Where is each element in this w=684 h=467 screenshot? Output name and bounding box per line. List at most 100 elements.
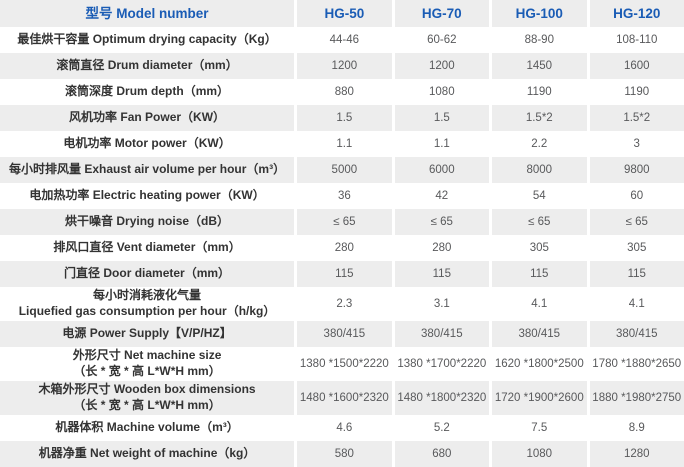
spec-value: 280 [334, 242, 354, 254]
model-column-header-cell: HG-70 [391, 0, 489, 27]
model-column-header-cell: HG-100 [489, 0, 586, 27]
spec-row-label-line2: （长 * 宽 * 高 L*W*H mm） [73, 398, 221, 412]
spec-value: 54 [532, 190, 546, 202]
model-number-header-cell: 型号 Model number [0, 0, 294, 27]
spec-value: 4.6 [336, 422, 353, 434]
spec-value-cell: 1.1 [391, 131, 489, 157]
spec-value-cell: 54 [489, 183, 586, 209]
table-row: 滚筒直径 Drum diameter（mm） 1200 1200 1450 1600 [0, 53, 684, 79]
spec-value: 1.5*2 [623, 112, 651, 124]
spec-value: 1620 *1800*2500 [494, 358, 584, 370]
spec-value-cell: 1480 *1800*2320 [391, 381, 489, 415]
spec-value-cell: 8.9 [586, 415, 684, 441]
spec-value-cell: 1780 *1880*2650 [586, 347, 684, 381]
spec-row-label-cell: 木箱外形尺寸 Wooden box dimensions （长 * 宽 * 高 L… [0, 381, 294, 415]
spec-value-cell: 1480 *1600*2320 [294, 381, 391, 415]
spec-value: 1380 *1500*2220 [299, 358, 389, 370]
table-row: 机器净重 Net weight of machine（kg） 580 680 1080… [0, 441, 684, 467]
spec-value-cell: 580 [294, 441, 391, 467]
spec-row-label-line1: 风机功率 Fan Power（KW） [69, 110, 226, 125]
spec-value-cell: 6000 [391, 157, 489, 183]
spec-value-cell: 1600 [586, 53, 684, 79]
spec-value: 1.5 [336, 112, 353, 124]
spec-row-label-line2: Liquefied gas consumption per hour（h/kg） [18, 304, 276, 318]
spec-row-label-cell: 滚筒直径 Drum diameter（mm） [0, 53, 294, 79]
spec-row-label-line1: 外形尺寸 Net machine size [72, 348, 222, 363]
spec-row-label-line1: 木箱外形尺寸 Wooden box dimensions [38, 382, 256, 397]
spec-value: 1880 *1980*2750 [592, 392, 682, 404]
table-row: 每小时排风量 Exhaust air volume per hour（m³） 50… [0, 157, 684, 183]
spec-row-label-line1: 机器净重 Net weight of machine（kg） [38, 446, 256, 461]
spec-value-cell: 380/415 [489, 321, 586, 347]
spec-value: 44-46 [329, 34, 360, 46]
spec-value-cell: 88-90 [489, 27, 586, 53]
spec-row-label-cell: 每小时消耗液化气量 Liquefied gas consumption per h… [0, 287, 294, 321]
spec-value-cell: 2.2 [489, 131, 586, 157]
spec-value-cell: 1720 *1900*2600 [489, 381, 586, 415]
spec-value: 9800 [623, 164, 650, 176]
spec-value-cell: 9800 [586, 157, 684, 183]
spec-row-label-cell: 机器体积 Machine volume（m³） [0, 415, 294, 441]
spec-row-label-cell: 电机功率 Motor power（KW） [0, 131, 294, 157]
spec-value: 305 [529, 242, 549, 254]
spec-value-cell: 36 [294, 183, 391, 209]
spec-value-cell: 1.5*2 [586, 105, 684, 131]
table-row: 风机功率 Fan Power（KW） 1.5 1.5 1.5*2 1.5*2 [0, 105, 684, 131]
spec-value: 60 [630, 190, 644, 202]
spec-value-cell: 1880 *1980*2750 [586, 381, 684, 415]
spec-row-label-line1: 电源 Power Supply【V/P/HZ】 [62, 326, 232, 341]
spec-row-label-cell: 门直径 Door diameter（mm） [0, 261, 294, 287]
spec-value: 1080 [429, 86, 455, 98]
spec-value-cell: 3.1 [391, 287, 489, 321]
spec-value: 3 [633, 138, 640, 150]
spec-value-cell: 1080 [489, 441, 586, 467]
spec-value: 280 [432, 242, 452, 254]
spec-value-cell: 4.1 [489, 287, 586, 321]
spec-row-label-cell: 电加热功率 Electric heating power（KW） [0, 183, 294, 209]
table-row: 外形尺寸 Net machine size （长 * 宽 * 高 L*W*H mm… [0, 347, 684, 381]
spec-value: 1.5*2 [525, 112, 553, 124]
spec-value-cell: ≤ 65 [489, 209, 586, 235]
spec-value-cell: ≤ 65 [586, 209, 684, 235]
spec-value-cell: 280 [294, 235, 391, 261]
spec-value: 4.1 [628, 298, 645, 310]
table-header-row: 型号 Model number HG-50 HG-70 HG-100 HG-120 [0, 0, 684, 27]
spec-value: 1480 *1800*2320 [397, 392, 487, 404]
spec-value: 8000 [526, 164, 553, 176]
spec-row-label-line1: 电机功率 Motor power（KW） [63, 136, 231, 151]
spec-value-cell: 44-46 [294, 27, 391, 53]
spec-value-cell: 115 [391, 261, 489, 287]
spec-value-cell: 280 [391, 235, 489, 261]
table-row: 电源 Power Supply【V/P/HZ】 380/415 380/415 380… [0, 321, 684, 347]
spec-value: ≤ 65 [625, 216, 648, 228]
spec-value: 380/415 [421, 328, 463, 340]
spec-value: 60-62 [427, 34, 457, 46]
spec-value-cell: 4.1 [586, 287, 684, 321]
spec-value-cell: 42 [391, 183, 489, 209]
spec-value: 5000 [331, 164, 358, 176]
spec-value-cell: 1620 *1800*2500 [489, 347, 586, 381]
spec-row-label-line1: 最佳烘干容量 Optimum drying capacity（Kg） [17, 32, 277, 47]
spec-row-label-cell: 机器净重 Net weight of machine（kg） [0, 441, 294, 467]
table-row: 排风口直径 Vent diameter（mm） 280 280 305 305 [0, 235, 684, 261]
spec-row-label-cell: 外形尺寸 Net machine size （长 * 宽 * 高 L*W*H mm… [0, 347, 294, 381]
spec-value-cell: 1200 [391, 53, 489, 79]
spec-value-cell: 8000 [489, 157, 586, 183]
spec-value: 2.3 [336, 298, 353, 310]
spec-row-label-line1: 每小时消耗液化气量 [93, 288, 202, 303]
spec-value-cell: 1190 [586, 79, 684, 105]
spec-value-cell: 380/415 [391, 321, 489, 347]
spec-value: 380/415 [518, 328, 561, 340]
spec-value-cell: 1.1 [294, 131, 391, 157]
spec-value-cell: 380/415 [294, 321, 391, 347]
spec-value-cell: 7.5 [489, 415, 586, 441]
spec-value: 42 [435, 190, 449, 202]
spec-value: 1280 [623, 448, 650, 460]
spec-row-label-cell: 烘干噪音 Drying noise（dB） [0, 209, 294, 235]
spec-value: ≤ 65 [333, 216, 356, 228]
spec-value-cell: 1200 [294, 53, 391, 79]
spec-value: 580 [334, 448, 354, 460]
spec-value: 3.1 [433, 298, 450, 310]
spec-value-cell: 1.5 [294, 105, 391, 131]
spec-value: 1200 [429, 60, 455, 72]
